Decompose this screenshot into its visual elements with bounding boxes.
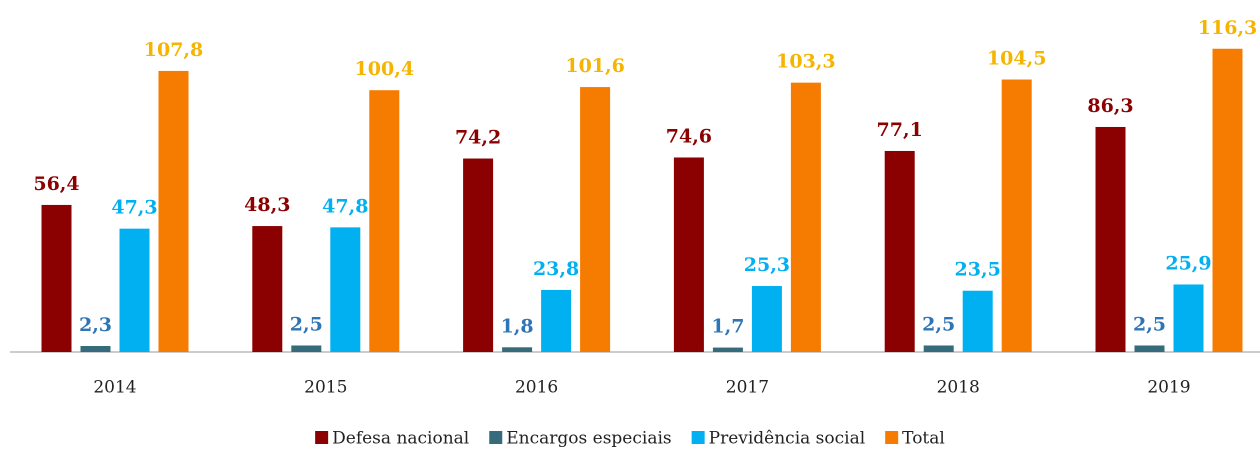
bar bbox=[580, 87, 611, 353]
value-label: 1,7 bbox=[711, 316, 744, 338]
value-label: 2,5 bbox=[1133, 313, 1166, 335]
value-label: 47,3 bbox=[111, 197, 157, 219]
value-label: 77,1 bbox=[877, 119, 923, 141]
value-label: 56,4 bbox=[33, 173, 79, 195]
value-label: 103,3 bbox=[776, 51, 836, 73]
x-tick-label: 2015 bbox=[304, 378, 347, 398]
bar bbox=[291, 345, 322, 352]
value-label: 25,9 bbox=[1165, 252, 1211, 274]
bar bbox=[1134, 345, 1165, 352]
bar bbox=[1212, 48, 1243, 353]
bar bbox=[1173, 284, 1204, 352]
value-label: 48,3 bbox=[244, 194, 290, 216]
value-label: 74,6 bbox=[666, 125, 712, 147]
x-tick-label: 2019 bbox=[1147, 378, 1190, 398]
bar bbox=[41, 204, 72, 352]
value-label: 107,8 bbox=[144, 39, 204, 61]
legend-label: Total bbox=[902, 429, 945, 449]
bar bbox=[80, 346, 111, 352]
value-label: 1,8 bbox=[501, 315, 534, 337]
bar bbox=[1095, 126, 1126, 352]
value-label: 74,2 bbox=[455, 127, 501, 149]
bar bbox=[463, 158, 494, 352]
legend-label: Encargos especiais bbox=[506, 429, 671, 449]
bar bbox=[790, 82, 821, 352]
legend-swatch bbox=[315, 431, 329, 444]
value-label: 86,3 bbox=[1087, 95, 1133, 117]
value-label: 25,3 bbox=[744, 254, 790, 276]
bar bbox=[751, 286, 782, 352]
value-label: 2,5 bbox=[290, 313, 323, 335]
value-label: 47,8 bbox=[322, 195, 368, 217]
x-tick-label: 2014 bbox=[93, 378, 136, 398]
x-tick-label: 2017 bbox=[726, 378, 769, 398]
bar bbox=[252, 226, 283, 352]
bar bbox=[884, 150, 915, 352]
bar bbox=[158, 70, 189, 352]
bar bbox=[369, 90, 400, 352]
legend-label: Defesa nacional bbox=[332, 429, 469, 449]
legend-swatch bbox=[489, 431, 503, 444]
bar bbox=[923, 345, 954, 352]
value-label: 2,5 bbox=[922, 313, 955, 335]
value-label: 104,5 bbox=[987, 48, 1047, 70]
legend-swatch bbox=[691, 431, 705, 444]
bar bbox=[1001, 79, 1032, 352]
bar bbox=[502, 347, 533, 352]
value-label: 23,5 bbox=[955, 259, 1001, 281]
value-label: 2,3 bbox=[79, 314, 112, 336]
x-tick-label: 2018 bbox=[937, 378, 980, 398]
value-label: 23,8 bbox=[533, 258, 579, 280]
value-label: 100,4 bbox=[355, 58, 415, 80]
bar bbox=[712, 347, 743, 352]
bar bbox=[962, 290, 993, 352]
bar bbox=[330, 227, 361, 352]
legend-label: Previdência social bbox=[709, 429, 866, 449]
value-label: 101,6 bbox=[565, 55, 625, 77]
value-label: 116,3 bbox=[1198, 17, 1258, 39]
x-tick-label: 2016 bbox=[515, 378, 558, 398]
bar bbox=[119, 228, 150, 352]
legend-swatch bbox=[885, 431, 899, 444]
bar bbox=[541, 289, 572, 352]
bar bbox=[673, 157, 704, 352]
